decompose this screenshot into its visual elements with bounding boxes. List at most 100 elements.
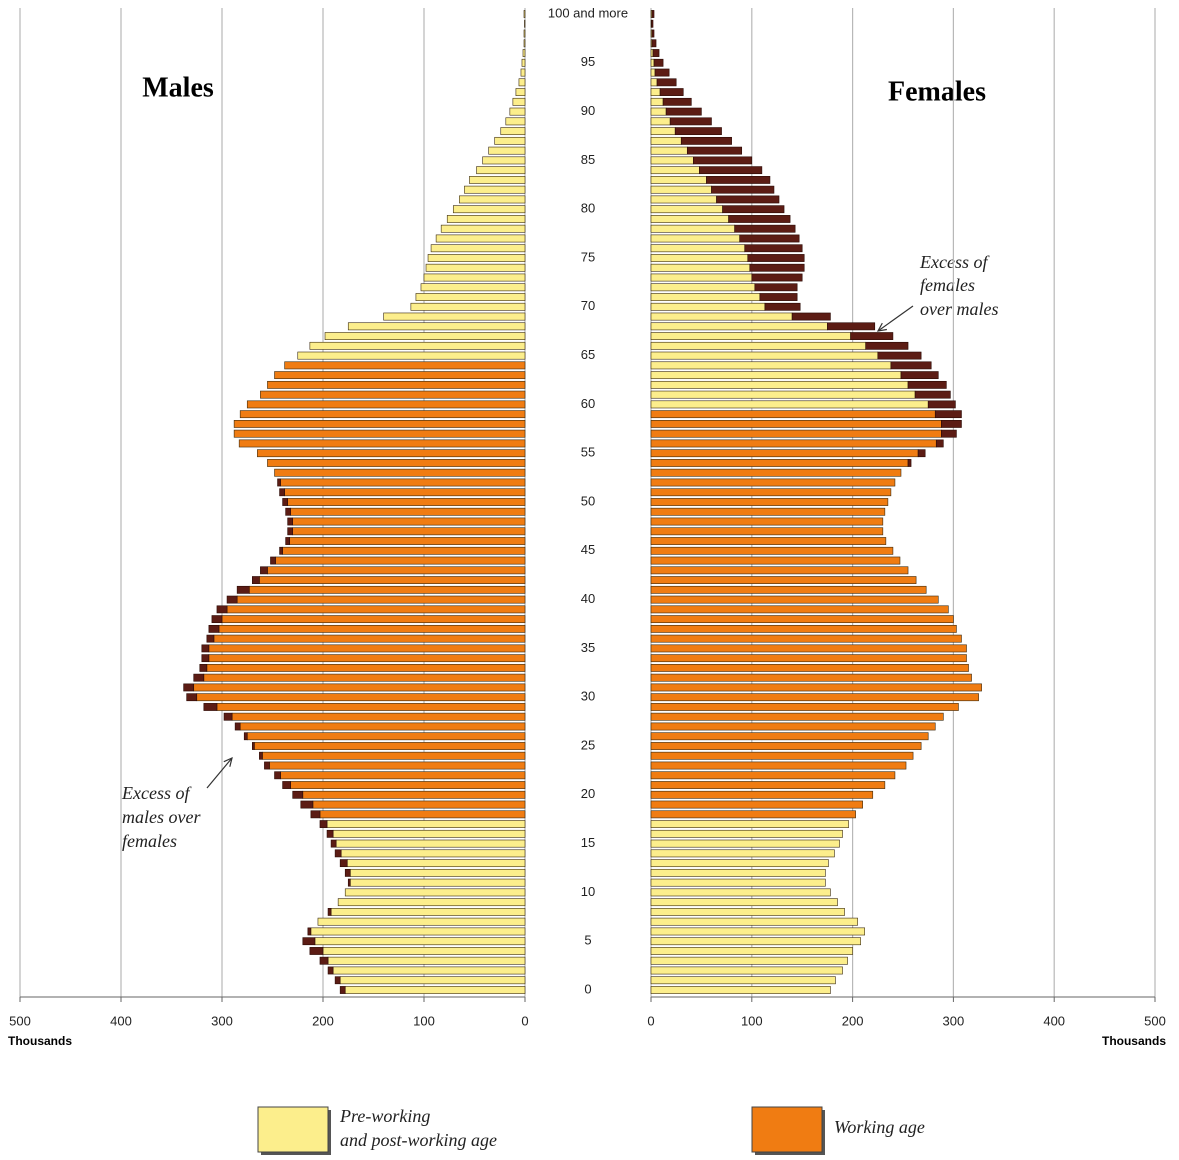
excess-bar bbox=[334, 976, 341, 985]
x-tick-label: 200 bbox=[312, 1013, 334, 1028]
excess-bar bbox=[344, 868, 351, 877]
bar bbox=[213, 634, 526, 643]
bar bbox=[236, 595, 526, 604]
excess-bar bbox=[339, 986, 346, 994]
bar bbox=[650, 732, 929, 741]
annotation: females bbox=[122, 831, 177, 851]
bar bbox=[309, 341, 526, 350]
excess-bar bbox=[759, 293, 798, 301]
annotation: females bbox=[920, 275, 975, 295]
bar bbox=[650, 410, 936, 419]
excess-bar bbox=[300, 800, 314, 809]
bar bbox=[500, 127, 526, 136]
arrow bbox=[877, 305, 914, 332]
bar bbox=[289, 537, 526, 545]
age-label: 50 bbox=[581, 493, 595, 508]
excess-bar bbox=[934, 410, 962, 419]
annotation: males over bbox=[122, 807, 201, 827]
bar bbox=[650, 683, 982, 692]
bar bbox=[650, 361, 892, 370]
bar bbox=[206, 664, 526, 672]
excess-bar bbox=[292, 790, 304, 799]
bar bbox=[430, 244, 526, 253]
bar bbox=[231, 712, 526, 721]
bar bbox=[650, 517, 884, 526]
age-label: 95 bbox=[581, 54, 595, 69]
annotation: over males bbox=[920, 299, 998, 319]
bar bbox=[650, 956, 848, 965]
bar bbox=[650, 878, 826, 887]
excess-bar bbox=[941, 429, 957, 438]
bar bbox=[524, 19, 526, 28]
annotation: Excess of bbox=[121, 783, 192, 803]
excess-bar bbox=[259, 751, 263, 760]
bar bbox=[650, 790, 874, 799]
excess-bar bbox=[686, 146, 743, 155]
bar bbox=[317, 917, 526, 926]
bar bbox=[292, 517, 526, 526]
bar bbox=[650, 429, 942, 438]
bar bbox=[650, 68, 656, 77]
bar bbox=[344, 986, 526, 994]
annotation: Excess of bbox=[919, 252, 990, 272]
legend-label: Pre-working bbox=[339, 1106, 430, 1126]
x-tick-label: 300 bbox=[211, 1013, 233, 1028]
excess-bar bbox=[907, 380, 947, 389]
bar bbox=[346, 859, 526, 868]
excess-bar bbox=[754, 283, 798, 292]
arrow-head bbox=[876, 322, 887, 332]
bar bbox=[650, 576, 917, 584]
excess-bar bbox=[334, 849, 342, 858]
bar bbox=[650, 868, 826, 877]
bar bbox=[344, 888, 526, 897]
bar bbox=[269, 761, 526, 770]
bar bbox=[275, 556, 526, 565]
excess-bar bbox=[764, 302, 801, 311]
bar bbox=[650, 88, 661, 96]
bar bbox=[650, 263, 751, 272]
x-tick-label: 500 bbox=[1144, 1013, 1166, 1028]
excess-bar bbox=[890, 361, 932, 370]
bar bbox=[292, 527, 526, 536]
bar bbox=[650, 146, 688, 155]
bar bbox=[650, 615, 954, 624]
legend-swatch bbox=[751, 1106, 823, 1153]
x-tick-label: 200 bbox=[842, 1013, 864, 1028]
bar bbox=[521, 58, 526, 67]
excess-bar bbox=[216, 605, 228, 614]
excess-bar bbox=[226, 595, 238, 604]
x-tick-label: 500 bbox=[9, 1013, 31, 1028]
age-label: 85 bbox=[581, 152, 595, 167]
bar bbox=[650, 302, 766, 311]
bar bbox=[650, 176, 707, 184]
bar bbox=[339, 976, 526, 985]
bar bbox=[518, 78, 526, 87]
excess-bar bbox=[706, 176, 771, 184]
bar bbox=[650, 605, 949, 614]
x-tick-label: 300 bbox=[943, 1013, 965, 1028]
excess-bar bbox=[662, 97, 692, 106]
excess-bar bbox=[285, 507, 291, 516]
bar bbox=[509, 107, 526, 116]
bar bbox=[650, 937, 861, 946]
excess-bar bbox=[347, 878, 351, 887]
excess-bar bbox=[260, 566, 268, 575]
bar bbox=[332, 829, 526, 838]
bar bbox=[423, 273, 526, 282]
excess-bar bbox=[850, 332, 894, 340]
bar bbox=[203, 673, 526, 682]
bar bbox=[650, 566, 909, 575]
bar bbox=[650, 498, 889, 506]
bar bbox=[262, 751, 526, 760]
bar bbox=[650, 898, 838, 907]
excess-bar bbox=[669, 117, 712, 126]
excess-bar bbox=[208, 624, 220, 633]
bar bbox=[650, 351, 879, 360]
excess-bar bbox=[907, 459, 912, 467]
bar bbox=[239, 410, 526, 419]
bar bbox=[248, 585, 526, 594]
excess-bar bbox=[326, 829, 334, 838]
excess-bar bbox=[651, 19, 654, 28]
bar bbox=[650, 556, 901, 565]
bar bbox=[410, 302, 526, 311]
